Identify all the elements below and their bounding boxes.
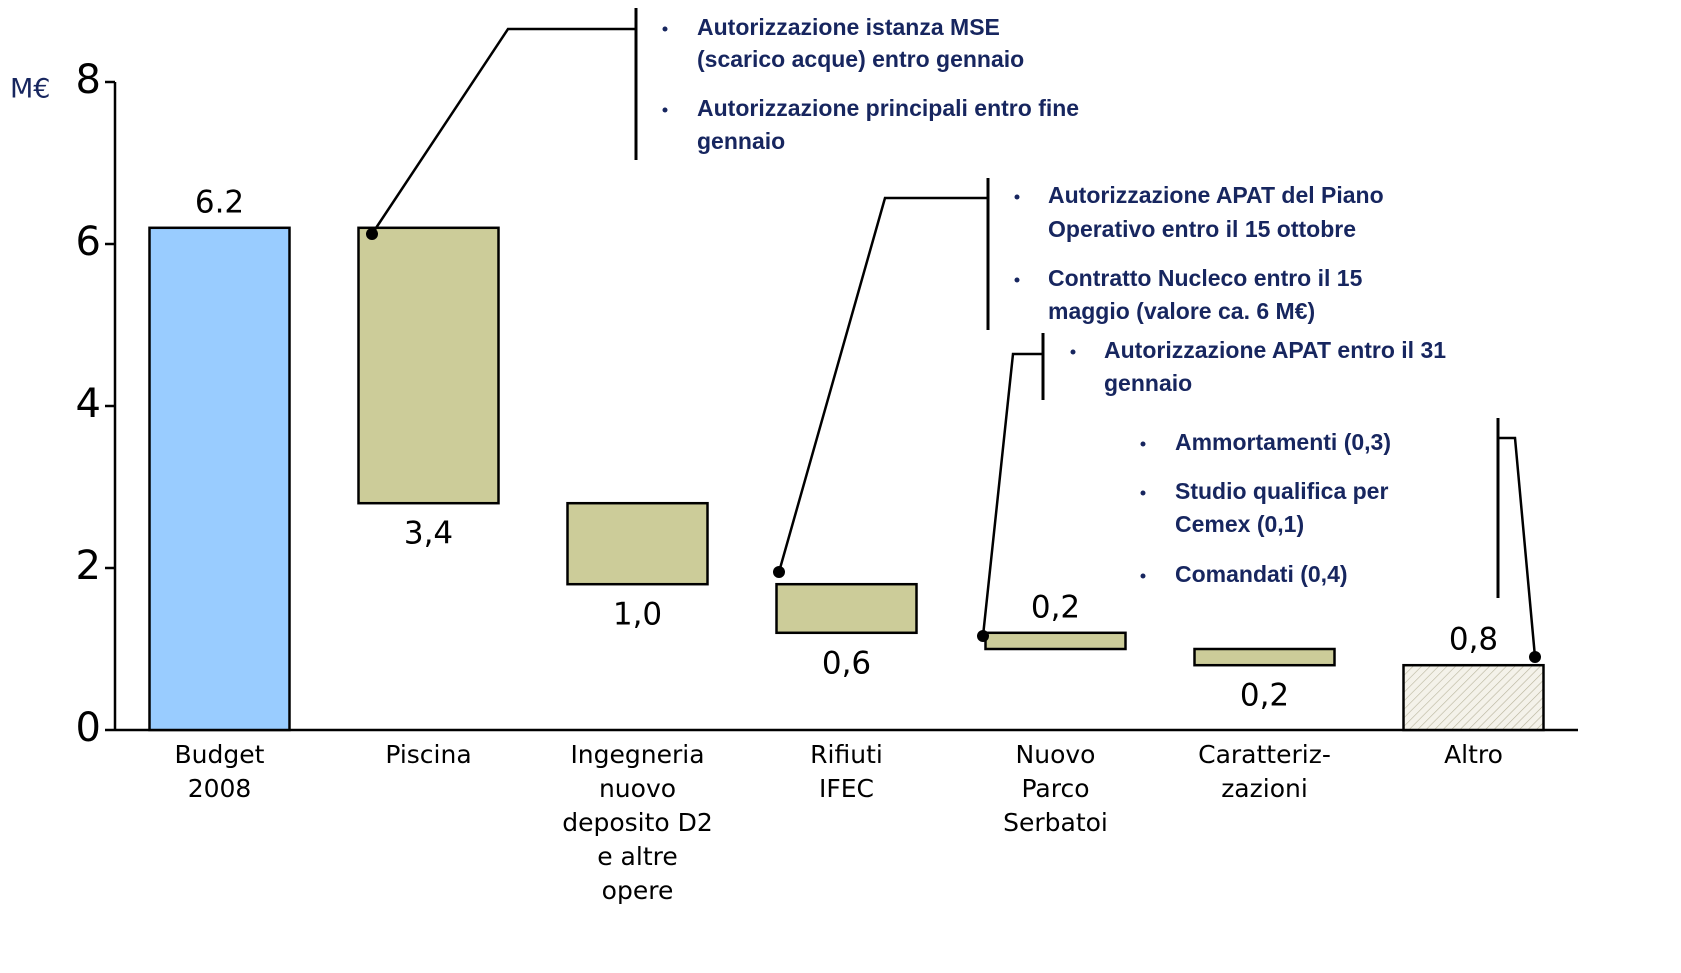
x-tick-label: Budget: [175, 740, 265, 769]
bullet: [662, 107, 668, 113]
x-tick-label: 2008: [188, 774, 252, 803]
x-tick-label: Altro: [1444, 740, 1503, 769]
y-tick-label: 2: [76, 543, 101, 589]
x-tick-label: IFEC: [819, 774, 874, 803]
annotation-text: Comandati (0,4): [1175, 561, 1348, 587]
bar: [984, 631, 1127, 651]
callout-dot: [773, 566, 785, 578]
annotation-text: Autorizzazione APAT del Piano: [1048, 182, 1384, 208]
x-tick-label: Rifiuti: [810, 740, 883, 769]
annotation-text: (scarico acque) entro gennaio: [697, 46, 1024, 72]
value-label: 0,2: [1031, 589, 1080, 625]
x-tick-label: deposito D2: [562, 808, 713, 837]
annotation-text: Cemex (0,1): [1175, 511, 1304, 537]
value-label: 3,4: [404, 516, 453, 552]
callout-line: [370, 27, 636, 235]
callout-dot: [366, 228, 378, 240]
bar: [1193, 647, 1336, 667]
annotation-text: Ammortamenti (0,3): [1175, 429, 1391, 455]
value-label: 0,6: [822, 645, 871, 681]
annotation-text: gennaio: [697, 128, 785, 154]
bullet: [1014, 194, 1020, 200]
y-tick-label: 6: [76, 219, 101, 265]
value-label: 1,0: [613, 597, 662, 633]
value-label: 0,2: [1240, 678, 1289, 714]
x-tick-label: Piscina: [385, 740, 471, 769]
x-tick-label: Nuovo: [1016, 740, 1096, 769]
y-tick-label: 4: [76, 381, 101, 427]
value-label: 0,8: [1449, 622, 1498, 658]
annotation-text: Studio qualifica per: [1175, 478, 1388, 504]
annotation-text: Operativo entro il 15 ottobre: [1048, 216, 1356, 242]
x-tick-label: Ingegneria: [570, 740, 704, 769]
x-tick-label: e altre: [597, 842, 678, 871]
value-label: 6.2: [195, 184, 244, 220]
callout-dot: [977, 630, 989, 642]
annotation-text: Autorizzazione principali entro fine: [697, 95, 1079, 121]
bullet: [1140, 490, 1146, 496]
bullet: [1014, 277, 1020, 283]
bar: [775, 582, 918, 635]
x-tick-label: zazioni: [1221, 774, 1308, 803]
y-tick-label: 0: [76, 705, 101, 751]
x-tick-label: opere: [602, 876, 674, 905]
bar: [357, 226, 500, 505]
callout-dot: [1529, 651, 1541, 663]
bullet: [1140, 573, 1146, 579]
annotation-text: maggio (valore ca. 6 M€): [1048, 298, 1315, 324]
x-tick-label: Caratteriz-: [1198, 740, 1331, 769]
bullet: [1140, 441, 1146, 447]
callout-line: [1498, 436, 1537, 658]
bullet: [1070, 349, 1076, 355]
callout-line: [777, 196, 988, 573]
annotation-text: Autorizzazione APAT entro il 31: [1104, 337, 1446, 363]
y-tick-label: 8: [76, 57, 101, 103]
bar: [566, 501, 709, 586]
annotation-text: Autorizzazione istanza MSE: [697, 14, 1000, 40]
x-tick-label: Serbatoi: [1003, 808, 1108, 837]
y-axis-unit: M€: [10, 74, 50, 105]
x-tick-label: nuovo: [599, 774, 676, 803]
bar: [1402, 663, 1545, 732]
x-tick-label: Parco: [1021, 774, 1089, 803]
bar: [148, 226, 291, 732]
annotation-text: gennaio: [1104, 370, 1192, 396]
callout-line: [981, 352, 1043, 637]
annotation-text: Contratto Nucleco entro il 15: [1048, 265, 1363, 291]
bullet: [662, 26, 668, 32]
